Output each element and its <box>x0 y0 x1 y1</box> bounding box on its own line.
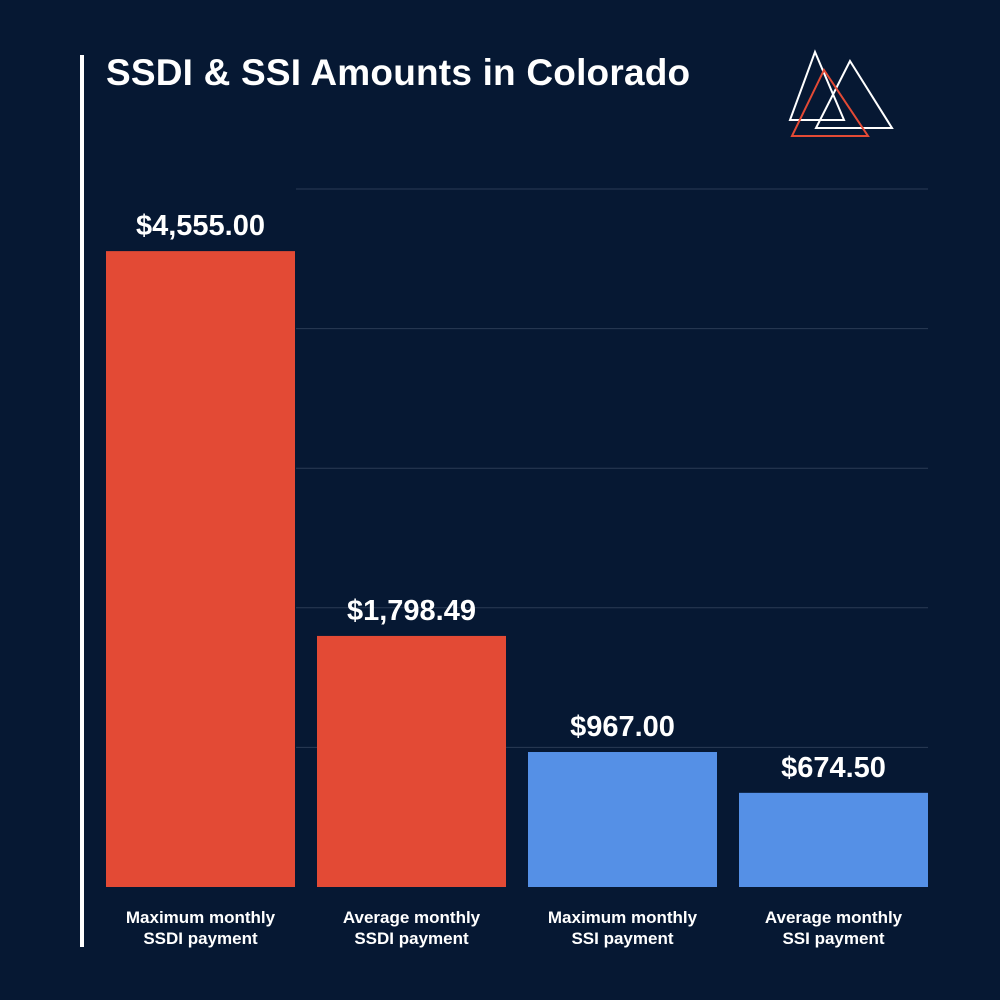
category-label-1-line-2: SSDI payment <box>143 929 258 948</box>
category-label-2-line-1: Average monthly <box>343 908 481 927</box>
category-label-3-line-1: Maximum monthly <box>548 908 698 927</box>
bar-3 <box>528 752 717 887</box>
category-label-4-line-2: SSI payment <box>782 929 884 948</box>
value-label-2: $1,798.49 <box>347 595 476 627</box>
value-label-4: $674.50 <box>781 752 886 784</box>
category-label-4-line-1: Average monthly <box>765 908 903 927</box>
bar-1 <box>106 251 295 887</box>
left-accent-rule <box>80 55 84 947</box>
chart-title: SSDI & SSI Amounts in Colorado <box>106 52 691 93</box>
value-label-3: $967.00 <box>570 711 675 743</box>
value-label-1: $4,555.00 <box>136 210 265 242</box>
bar-4 <box>739 792 928 887</box>
category-label-1-line-1: Maximum monthly <box>126 908 276 927</box>
category-label-2-line-2: SSDI payment <box>354 929 469 948</box>
category-labels: Maximum monthly SSDI payment Average month… <box>126 908 903 948</box>
triangles-logo-icon <box>788 49 894 137</box>
bar-2 <box>317 635 506 887</box>
category-label-3-line-2: SSI payment <box>571 929 673 948</box>
value-labels: $4,555.00 $1,798.49 $967.00 $674.50 <box>136 210 886 784</box>
bars <box>106 251 928 887</box>
